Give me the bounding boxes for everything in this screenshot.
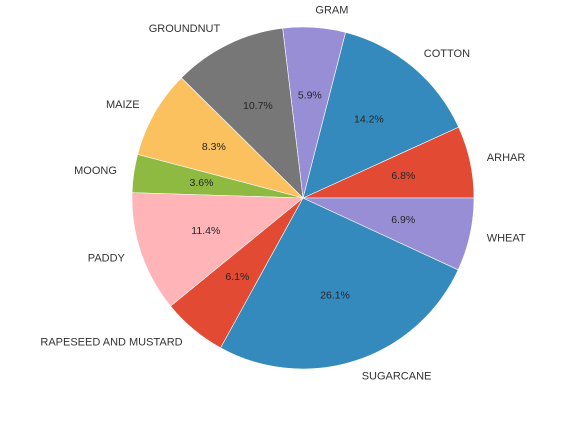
pct-label-sugarcane: 26.1% — [320, 290, 350, 302]
pie-slices — [131, 26, 475, 370]
category-label-maize: MAIZE — [106, 99, 140, 111]
pct-label-moong: 3.6% — [190, 177, 214, 189]
pct-label-paddy: 11.4% — [191, 225, 220, 237]
pct-label-wheat: 6.9% — [391, 214, 415, 226]
category-label-moong: MOONG — [74, 165, 117, 177]
slice-maize — [137, 77, 305, 199]
pct-label-maize: 8.3% — [202, 141, 226, 153]
slice-cotton — [302, 32, 460, 199]
category-label-paddy: PADDY — [88, 252, 126, 264]
category-label-arhar: ARHAR — [487, 152, 526, 164]
pct-label-rapeseed-and-mustard: 6.1% — [225, 271, 249, 283]
pct-label-groundnut: 10.7% — [243, 100, 273, 112]
category-label-wheat: WHEAT — [487, 233, 526, 245]
pct-label-cotton: 14.2% — [354, 113, 384, 125]
pct-label-arhar: 6.8% — [391, 170, 415, 182]
category-label-sugarcane: SUGARCANE — [362, 371, 432, 383]
category-label-groundnut: GROUNDNUT — [149, 23, 221, 35]
category-label-rapeseed-and-mustard: RAPESEED AND MUSTARD — [40, 337, 182, 349]
slice-wheat — [302, 197, 475, 271]
slice-sugarcane — [220, 197, 459, 370]
category-label-cotton: COTTON — [424, 48, 470, 60]
category-label-gram: GRAM — [315, 4, 348, 16]
slice-groundnut — [180, 27, 304, 199]
pct-label-gram: 5.9% — [298, 90, 322, 102]
percentage-labels: 6.8% 14.2% 5.9% 10.7% 8.3% 3.6% 11.4% 6.1% 26.1%… — [190, 90, 416, 302]
category-labels: ARHAR COTTON GRAM GROUNDNUT MAIZE MOONG PADDY R… — [40, 4, 526, 382]
slice-paddy — [131, 192, 304, 307]
